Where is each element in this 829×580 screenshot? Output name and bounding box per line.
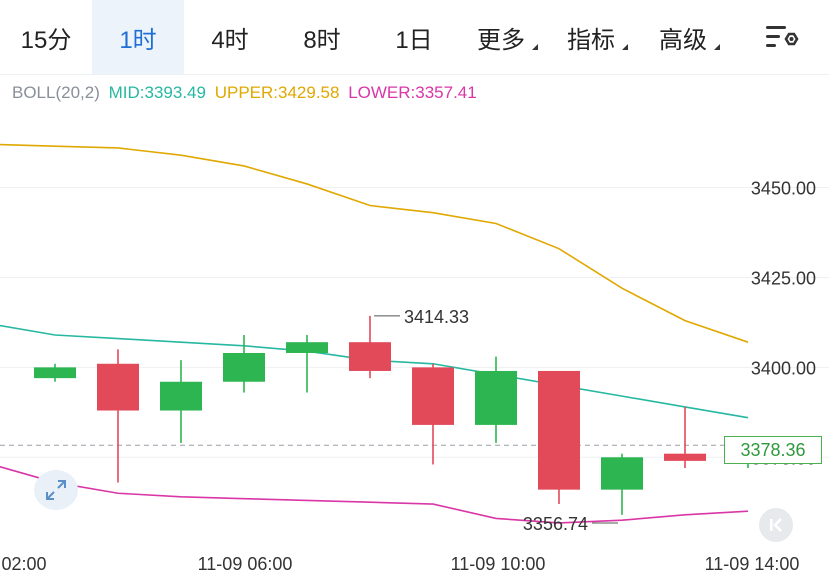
scroll-to-latest-button[interactable] <box>759 508 793 542</box>
low-price-annotation: 3356.74 <box>523 514 588 534</box>
candle-body <box>160 381 202 411</box>
tab-4hour[interactable]: 4时 <box>184 0 276 74</box>
last-price-tag: 3378.36 <box>724 436 822 464</box>
tab-label: 指标 <box>567 26 615 54</box>
boll-lower-line <box>0 465 749 524</box>
candle-body <box>97 363 139 411</box>
tab-advanced[interactable]: 高级 <box>642 0 724 74</box>
y-tick-label: 3450.00 <box>751 179 816 199</box>
x-tick-label: 11-09 10:00 <box>451 554 546 574</box>
candle-body <box>412 367 454 425</box>
boll-lower-value: LOWER:3357.41 <box>348 83 477 102</box>
tab-label: 更多 <box>477 26 525 54</box>
dropdown-triangle-icon <box>532 44 538 50</box>
x-tick-label: 11-09 14:00 <box>705 554 800 574</box>
tab-1hour[interactable]: 1时 <box>92 0 184 74</box>
boll-indicator-name: BOLL(20,2) <box>12 83 100 102</box>
y-tick-label: 3425.00 <box>751 268 816 288</box>
candle-body <box>223 352 265 382</box>
candles <box>34 315 769 515</box>
skip-to-end-icon <box>770 518 782 532</box>
boll-legend: BOLL(20,2) MID:3393.49 UPPER:3429.58 LOW… <box>12 83 481 103</box>
candle-body <box>601 457 643 490</box>
x-tick-label: 11-09 06:00 <box>198 554 293 574</box>
expand-button[interactable] <box>34 470 78 510</box>
boll-mid-value: MID:3393.49 <box>108 83 206 102</box>
period-tab-bar: 15分 1时 4时 8时 1日 更多 指标 高级 <box>0 0 829 75</box>
tab-label: 1日 <box>395 26 433 54</box>
tab-more[interactable]: 更多 <box>460 0 542 74</box>
tab-8hour[interactable]: 8时 <box>276 0 368 74</box>
boll-upper-line <box>0 143 749 343</box>
candle-body <box>286 342 328 353</box>
candle-body <box>34 367 76 379</box>
y-tick-label: 3400.00 <box>751 358 816 378</box>
tab-label: 1时 <box>119 26 157 54</box>
tab-15min[interactable]: 15分 <box>0 0 92 74</box>
tab-label: 高级 <box>659 26 707 54</box>
candle-body <box>475 370 517 425</box>
tab-label: 8时 <box>303 26 341 54</box>
high-price-annotation: 3414.33 <box>404 307 469 327</box>
tab-label: 4时 <box>211 26 249 54</box>
tab-1day[interactable]: 1日 <box>368 0 460 74</box>
dropdown-triangle-icon <box>622 44 628 50</box>
candle-body <box>349 342 391 371</box>
x-tick-label: 02:00 <box>1 554 46 574</box>
expand-arrows-icon <box>46 480 66 500</box>
tab-label: 15分 <box>20 26 72 54</box>
boll-upper-value: UPPER:3429.58 <box>214 83 340 102</box>
candle-body <box>664 453 706 461</box>
candle-body <box>538 370 580 490</box>
tab-indicators[interactable]: 指标 <box>550 0 632 74</box>
chart-settings-icon[interactable] <box>765 22 799 52</box>
dropdown-triangle-icon <box>714 44 720 50</box>
